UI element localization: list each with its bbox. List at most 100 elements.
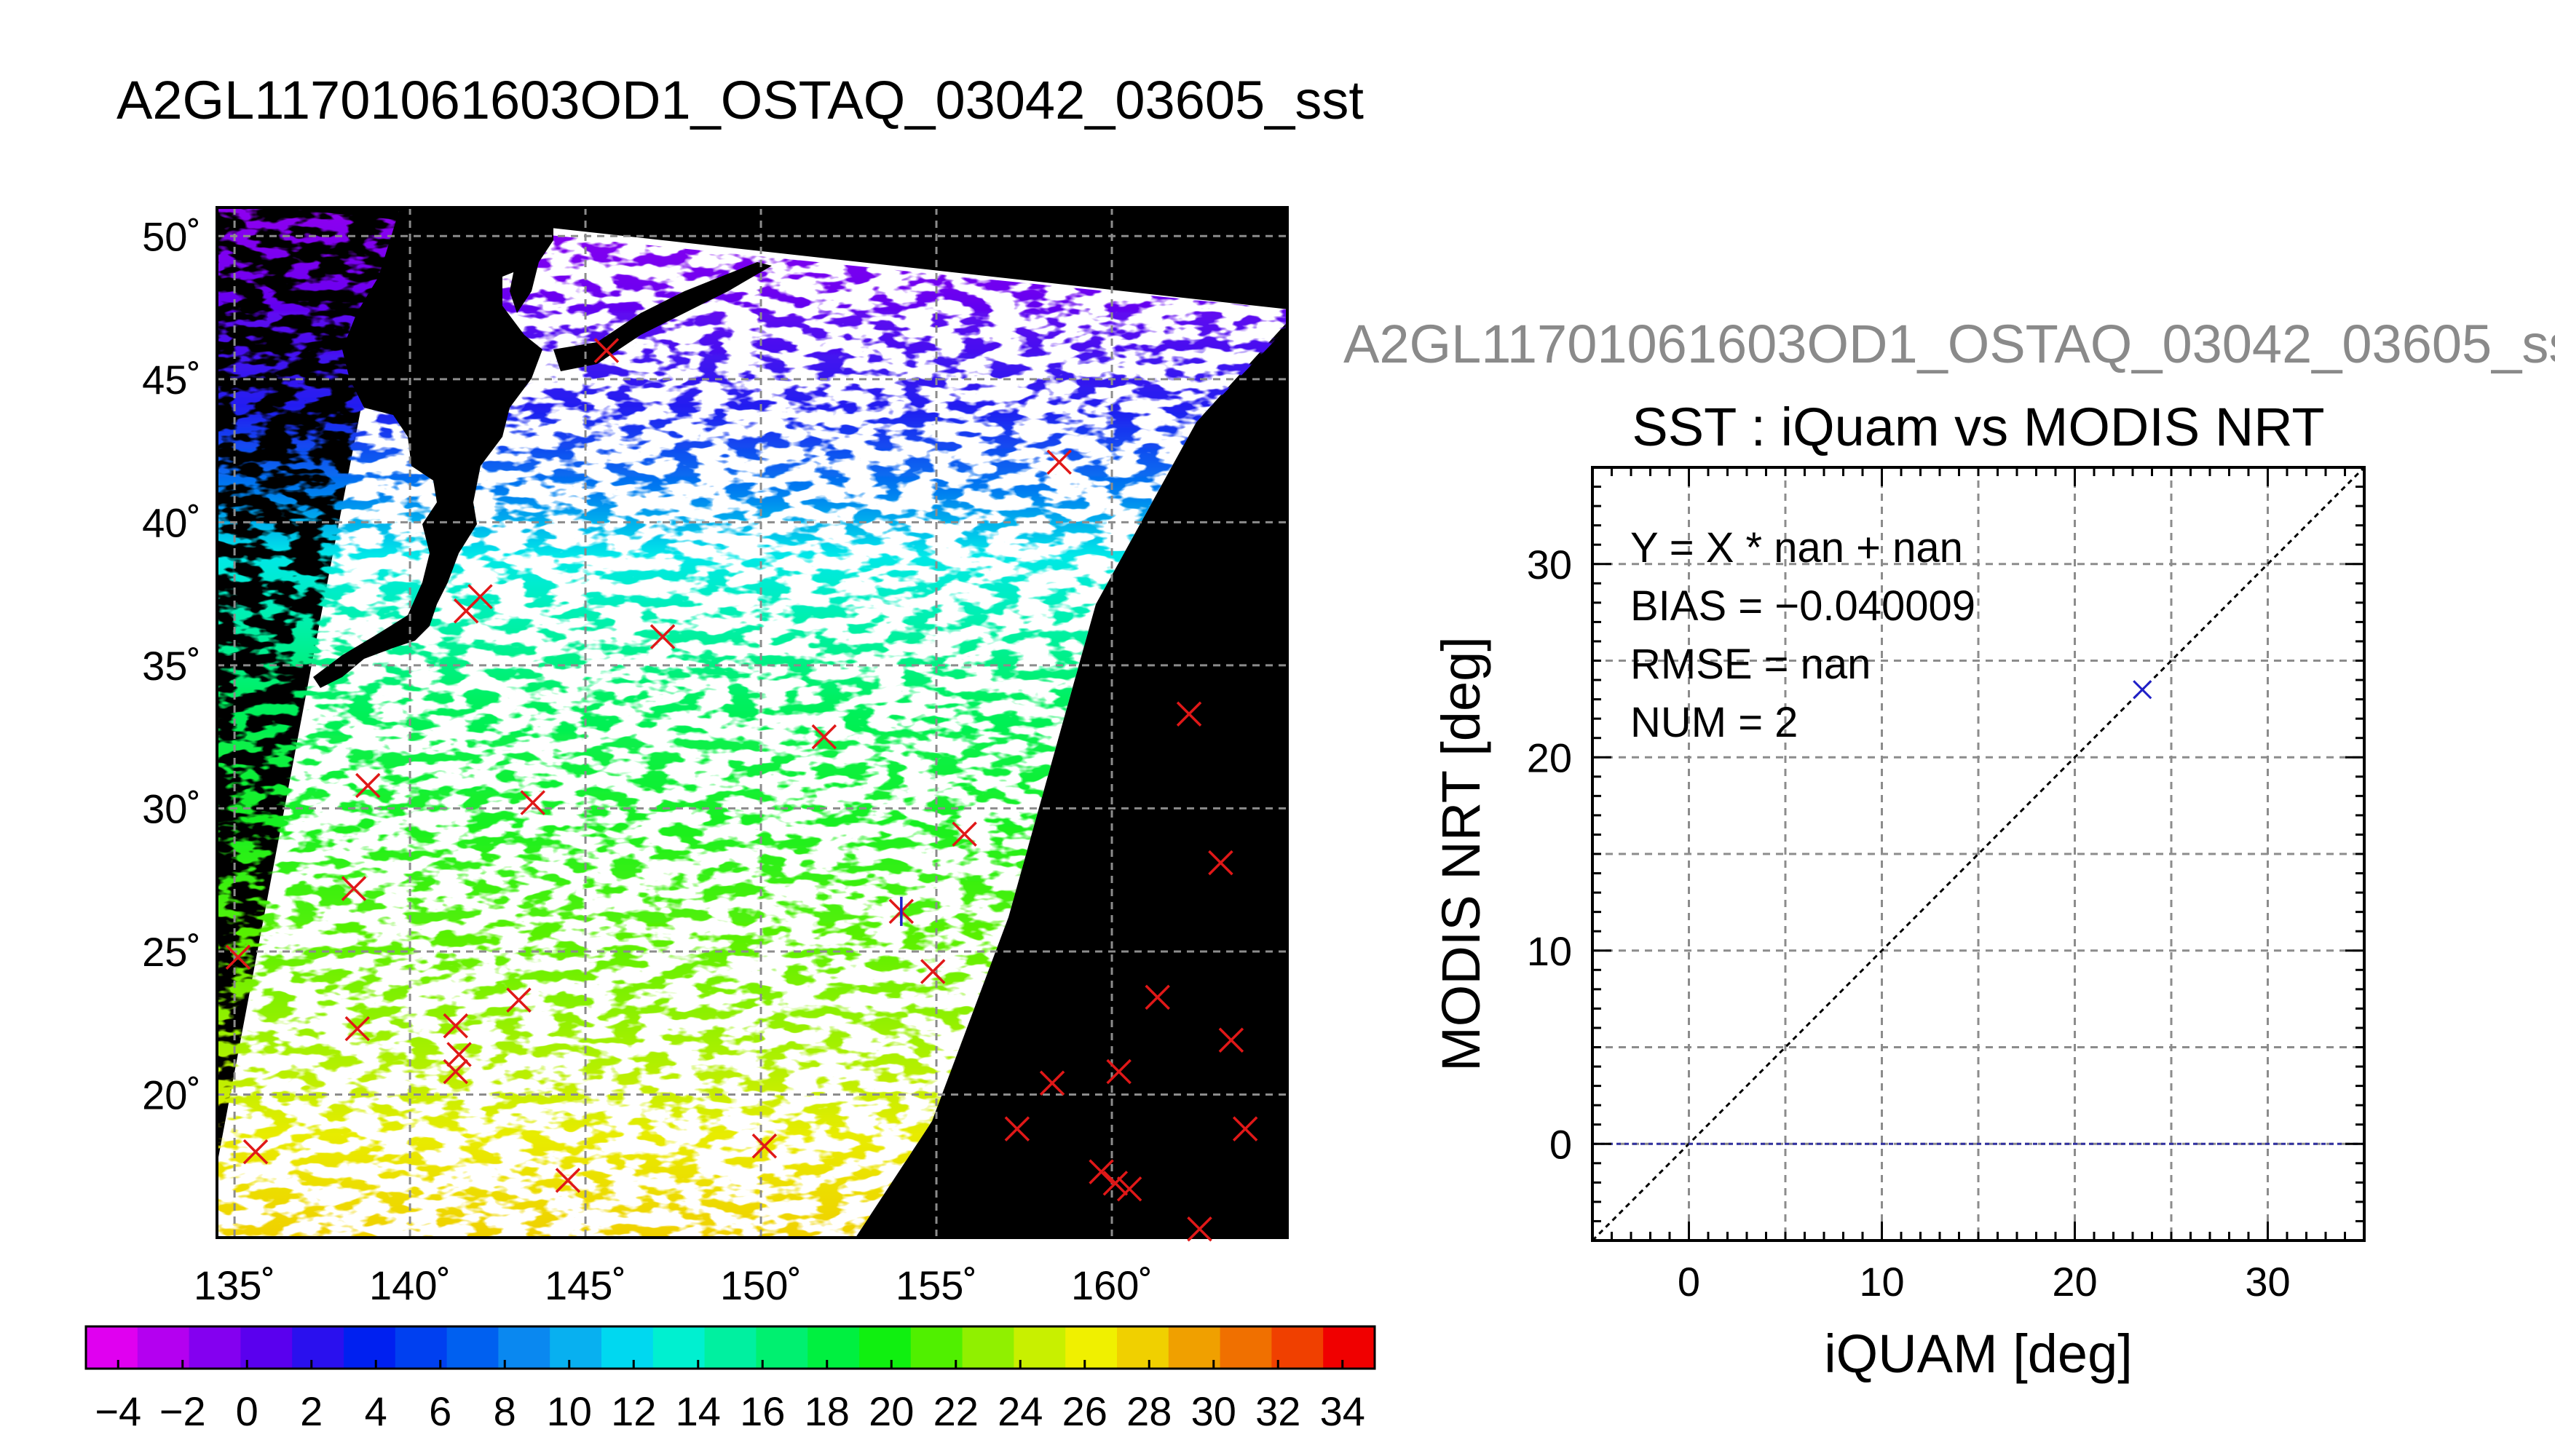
scatter-point: [2133, 680, 2152, 700]
scatter-x-tick-label: 20: [2052, 1259, 2097, 1305]
map-match-marker: [446, 1042, 472, 1067]
scatter-y-tick-label: 10: [1527, 928, 1572, 974]
colorbar-tick-label: −2: [159, 1388, 206, 1434]
colorbar-tick-label: 4: [365, 1388, 387, 1434]
map-match-marker: [443, 1059, 468, 1085]
map-match-marker: [920, 959, 946, 984]
map-match-marker: [1176, 701, 1202, 727]
map-y-tick-label: 25˚: [142, 929, 201, 975]
scatter-x-tick-label: 30: [2245, 1259, 2290, 1305]
colorbar-cell: [395, 1326, 448, 1369]
colorbar-tick-label: −4: [95, 1388, 141, 1434]
colorbar-tick-label: 10: [547, 1388, 592, 1434]
colorbar-cell: [1117, 1326, 1169, 1369]
scatter-title: SST : iQuam vs MODIS NRT: [1632, 397, 2324, 457]
map-match-marker: [520, 790, 546, 815]
colorbar-frame: [84, 1325, 1376, 1370]
colorbar-cell: [962, 1326, 1014, 1369]
colorbar-tick-label: 0: [236, 1388, 258, 1434]
land-kuril: [553, 262, 772, 371]
colorbar-tick-label: 2: [300, 1388, 323, 1434]
colorbar-tick-label: 22: [933, 1388, 979, 1434]
scatter-stat-line: NUM = 2: [1630, 699, 1798, 746]
scatter-y-tick-label: 0: [1549, 1121, 1572, 1167]
map-x-tick-label: 160˚: [1071, 1262, 1153, 1308]
colorbar-cell: [292, 1326, 344, 1369]
main-title: A2GL11701061603OD1_OSTAQ_03042_03605_sst: [117, 70, 1364, 130]
map-match-marker: [555, 1168, 581, 1193]
scatter-stat-line: BIAS = −0.040009: [1630, 582, 1975, 630]
colorbar-tick-label: 16: [740, 1388, 785, 1434]
map-match-marker: [1004, 1116, 1030, 1142]
colorbar-tick-label: 28: [1126, 1388, 1172, 1434]
colorbar-cell: [189, 1326, 241, 1369]
map-match-marker: [341, 876, 367, 901]
colorbar-tick-label: 32: [1255, 1388, 1300, 1434]
colorbar-tick-label: 24: [998, 1388, 1043, 1434]
scatter-y-tick-label: 30: [1527, 542, 1572, 587]
sst-colorbar: −4 −2 0 2 4 6 8 10 12 14 16 18 20 22 24 26 28 30 32 34: [84, 1325, 1376, 1434]
map-match-marker: [1046, 449, 1072, 475]
map-match-marker: [1208, 850, 1233, 876]
map-y-tick-label: 30˚: [142, 786, 201, 831]
colorbar-cell: [652, 1326, 706, 1369]
scatter-stat-line: Y = X * nan + nan: [1630, 524, 1963, 571]
map-match-marker: [242, 1139, 269, 1165]
colorbar-tick-label: 30: [1191, 1388, 1236, 1434]
colorbar-cell: [344, 1326, 396, 1369]
map-x-tick-label: 150˚: [720, 1262, 802, 1308]
colorbar-cell: [807, 1326, 860, 1369]
colorbar-cell: [1014, 1326, 1066, 1369]
map-tick-labels: 135˚ 140˚ 145˚ 150˚ 155˚ 160˚ 20˚ 25˚ 30˚ 35˚ 40˚ 4…: [142, 213, 1153, 1308]
colorbar-cell: [498, 1326, 550, 1369]
colorbar-cell: [601, 1326, 654, 1369]
colorbar-cell: [704, 1326, 757, 1369]
map-match-marker: [649, 624, 676, 649]
map-frame: [216, 206, 1289, 1239]
map-x-tick-label: 140˚: [369, 1262, 451, 1308]
map-y-tick-label: 50˚: [142, 213, 201, 259]
scatter-frame: [1591, 466, 2366, 1242]
map-y-tick-label: 35˚: [142, 643, 201, 689]
identity-line: [1592, 467, 2364, 1241]
scatter-x-tick-label: 10: [1859, 1259, 1904, 1305]
map-match-marker: [1145, 984, 1170, 1010]
colorbar-cell: [1323, 1326, 1375, 1369]
colorbar-cell: [1168, 1326, 1221, 1369]
colorbar-cell: [1065, 1326, 1118, 1369]
colorbar-cell: [756, 1326, 808, 1369]
map-match-marker: [1039, 1070, 1065, 1096]
scatter-stats: Y = X * nan + nan BIAS = −0.040009 RMSE = …: [1630, 524, 1975, 746]
scatter-x-tick-label: 0: [1678, 1259, 1700, 1305]
colorbar-tick-label: 6: [429, 1388, 451, 1434]
colorbar-tick-label: 18: [805, 1388, 850, 1434]
map-match-marker: [1187, 1216, 1212, 1242]
map-match-marker: [1232, 1116, 1258, 1142]
map-y-tick-label: 45˚: [142, 357, 201, 403]
colorbar-cell: [1220, 1326, 1272, 1369]
scatter-tick-labels: 0 10 20 30 0 10 20 30: [1527, 542, 2291, 1305]
colorbar-tick-label: 20: [869, 1388, 914, 1434]
map-match-marker: [751, 1133, 778, 1159]
map-y-tick-label: 20˚: [142, 1072, 201, 1117]
map-x-tick-label: 155˚: [896, 1262, 977, 1308]
map-match-marker: [1218, 1027, 1244, 1053]
map-match-marker: [1116, 1176, 1142, 1202]
colorbar-tick-label: 34: [1320, 1388, 1365, 1434]
map-y-tick-label: 40˚: [142, 499, 201, 545]
scatter-xlabel: iQUAM [deg]: [1824, 1324, 2133, 1384]
colorbar-tick-label: 8: [494, 1388, 516, 1434]
map-match-marker: [355, 772, 381, 799]
colorbar-cell: [859, 1326, 912, 1369]
scatter-stat-line: RMSE = nan: [1630, 641, 1871, 688]
map-match-markers: [225, 338, 1258, 1242]
colorbar-cell: [446, 1326, 499, 1369]
map-match-marker: [443, 1013, 468, 1039]
scatter-ylabel: MODIS NRT [deg]: [1431, 636, 1491, 1072]
scatter-points: [2133, 680, 2152, 700]
stamp-title: A2GL11701061603OD1_OSTAQ_03042_03605_sst: [1343, 314, 2555, 374]
map-x-tick-label: 145˚: [545, 1262, 626, 1308]
map-match-marker: [1089, 1159, 1114, 1184]
colorbar-tick-label: 14: [676, 1388, 721, 1434]
